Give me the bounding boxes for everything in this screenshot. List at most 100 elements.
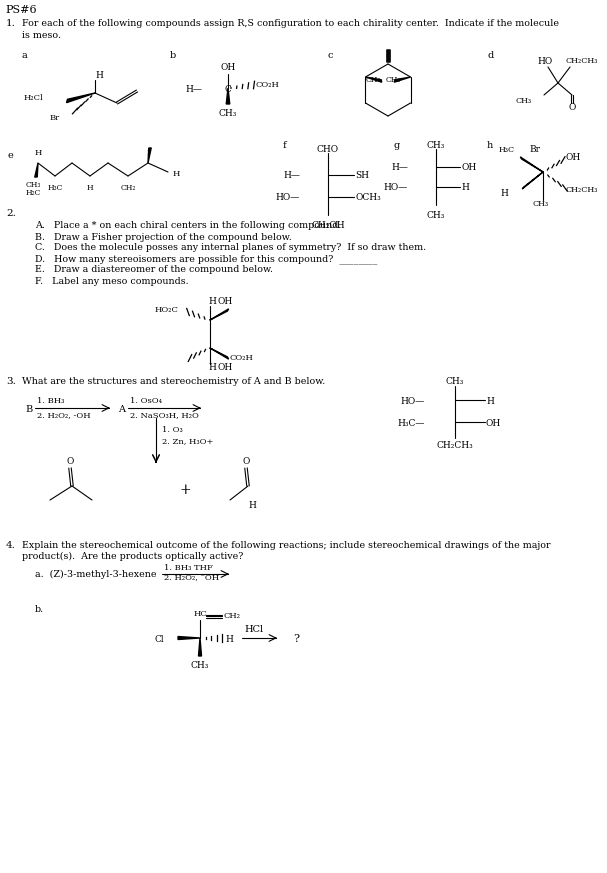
Text: a: a bbox=[22, 51, 28, 59]
Text: 2. Zn, H₃O+: 2. Zn, H₃O+ bbox=[162, 437, 214, 445]
Text: F.   Label any meso compounds.: F. Label any meso compounds. bbox=[35, 277, 189, 285]
Text: H: H bbox=[208, 298, 216, 306]
Text: O: O bbox=[66, 457, 73, 465]
Text: g: g bbox=[393, 141, 399, 149]
Text: OH: OH bbox=[218, 298, 233, 306]
Text: HO: HO bbox=[538, 57, 553, 65]
Text: 4.: 4. bbox=[6, 540, 16, 549]
Text: H₂Cl: H₂Cl bbox=[23, 94, 43, 102]
Text: HCl: HCl bbox=[244, 624, 263, 634]
Text: B.   Draw a Fisher projection of the compound below.: B. Draw a Fisher projection of the compo… bbox=[35, 232, 292, 242]
Text: CH₂OH: CH₂OH bbox=[311, 221, 345, 230]
Text: HC: HC bbox=[193, 610, 207, 618]
Text: CH₃: CH₃ bbox=[427, 210, 445, 219]
Text: d: d bbox=[488, 51, 494, 59]
Polygon shape bbox=[520, 157, 543, 172]
Text: h: h bbox=[487, 141, 493, 149]
Text: 1.: 1. bbox=[6, 19, 16, 29]
Text: CO₂H: CO₂H bbox=[230, 354, 254, 362]
Text: CH₃: CH₃ bbox=[533, 200, 549, 208]
Text: A.   Place a * on each chiral centers in the following compound.: A. Place a * on each chiral centers in t… bbox=[35, 222, 341, 230]
Text: PS#6: PS#6 bbox=[5, 5, 36, 15]
Text: For each of the following compounds assign R,S configuration to each chirality c: For each of the following compounds assi… bbox=[22, 19, 559, 29]
Text: H: H bbox=[500, 189, 508, 198]
Text: H: H bbox=[486, 396, 494, 405]
Text: OH: OH bbox=[486, 418, 501, 428]
Polygon shape bbox=[365, 77, 382, 82]
Text: 2.: 2. bbox=[6, 209, 16, 217]
Polygon shape bbox=[226, 88, 230, 104]
Text: OCH₃: OCH₃ bbox=[355, 194, 381, 203]
Polygon shape bbox=[178, 636, 200, 640]
Text: 1. O₃: 1. O₃ bbox=[162, 426, 183, 434]
Text: H₃C: H₃C bbox=[499, 146, 515, 154]
Polygon shape bbox=[35, 163, 38, 177]
Polygon shape bbox=[67, 93, 95, 103]
Text: H: H bbox=[95, 72, 103, 80]
Text: CH₃: CH₃ bbox=[191, 661, 209, 670]
Text: O: O bbox=[242, 457, 249, 465]
Text: ?: ? bbox=[293, 634, 299, 644]
Text: H—: H— bbox=[391, 163, 408, 173]
Text: H₃C—: H₃C— bbox=[398, 418, 425, 428]
Text: 1. OsO₄: 1. OsO₄ bbox=[130, 397, 162, 405]
Text: b: b bbox=[170, 51, 176, 59]
Text: CH₃: CH₃ bbox=[446, 377, 464, 387]
Text: H—: H— bbox=[283, 171, 300, 181]
Text: 1. BH₃: 1. BH₃ bbox=[37, 397, 64, 405]
Text: Cl: Cl bbox=[154, 635, 164, 643]
Text: H: H bbox=[225, 635, 233, 643]
Polygon shape bbox=[148, 148, 151, 163]
Text: b.: b. bbox=[35, 606, 44, 615]
Text: H: H bbox=[87, 184, 93, 192]
Text: CHO: CHO bbox=[317, 145, 339, 154]
Text: Br: Br bbox=[529, 146, 540, 155]
Text: C: C bbox=[225, 85, 231, 93]
Polygon shape bbox=[394, 77, 410, 82]
Text: H—: H— bbox=[185, 85, 202, 93]
Text: CH₃: CH₃ bbox=[219, 108, 237, 118]
Text: OH: OH bbox=[218, 363, 233, 373]
Text: +: + bbox=[179, 483, 191, 497]
Text: O: O bbox=[568, 102, 575, 112]
Text: H: H bbox=[208, 363, 216, 373]
Text: What are the structures and stereochemistry of A and B below.: What are the structures and stereochemis… bbox=[22, 377, 325, 387]
Text: E.   Draw a diastereomer of the compound below.: E. Draw a diastereomer of the compound b… bbox=[35, 265, 273, 274]
Text: CH₂CH₃: CH₂CH₃ bbox=[566, 57, 599, 65]
Text: HO—: HO— bbox=[384, 183, 408, 193]
Text: C.   Does the molecule posses any internal planes of symmetry?  If so draw them.: C. Does the molecule posses any internal… bbox=[35, 244, 426, 252]
Text: H: H bbox=[35, 149, 42, 157]
Text: CH₃: CH₃ bbox=[427, 141, 445, 149]
Text: CH₃: CH₃ bbox=[516, 97, 532, 105]
Text: 2. H₂O₂, ⁻OH: 2. H₂O₂, ⁻OH bbox=[164, 573, 219, 581]
Text: SH: SH bbox=[355, 171, 369, 181]
Polygon shape bbox=[522, 172, 543, 189]
Polygon shape bbox=[210, 348, 229, 359]
Text: CH₂: CH₂ bbox=[224, 612, 241, 620]
Polygon shape bbox=[198, 638, 202, 656]
Text: B: B bbox=[25, 404, 32, 414]
Text: H: H bbox=[248, 501, 256, 511]
Text: HO₂C: HO₂C bbox=[154, 306, 178, 314]
Text: OH: OH bbox=[220, 64, 236, 72]
Text: f: f bbox=[283, 141, 287, 149]
Text: CH₂CH₃: CH₂CH₃ bbox=[436, 442, 473, 450]
Text: HO—: HO— bbox=[401, 396, 425, 405]
Text: e: e bbox=[8, 150, 14, 160]
Text: CO₂H: CO₂H bbox=[256, 81, 280, 89]
Text: OH: OH bbox=[461, 163, 476, 173]
Text: CH₂: CH₂ bbox=[120, 184, 136, 192]
Text: A: A bbox=[118, 404, 125, 414]
Text: I: I bbox=[146, 149, 150, 157]
Text: Explain the stereochemical outcome of the following reactions; include stereoche: Explain the stereochemical outcome of th… bbox=[22, 540, 551, 549]
Text: 1. BH₃ THF: 1. BH₃ THF bbox=[164, 564, 213, 572]
Text: a.  (Z)-3-methyl-3-hexene: a. (Z)-3-methyl-3-hexene bbox=[35, 569, 157, 579]
Text: D.   How many stereoisomers are possible for this compound?  ________: D. How many stereoisomers are possible f… bbox=[35, 254, 378, 264]
Text: HO—: HO— bbox=[276, 194, 300, 203]
Text: is meso.: is meso. bbox=[22, 31, 61, 39]
Text: OH: OH bbox=[565, 154, 580, 162]
Text: H: H bbox=[173, 170, 180, 178]
Text: H₃C: H₃C bbox=[47, 184, 63, 192]
Text: H: H bbox=[461, 183, 469, 193]
Polygon shape bbox=[210, 309, 229, 320]
